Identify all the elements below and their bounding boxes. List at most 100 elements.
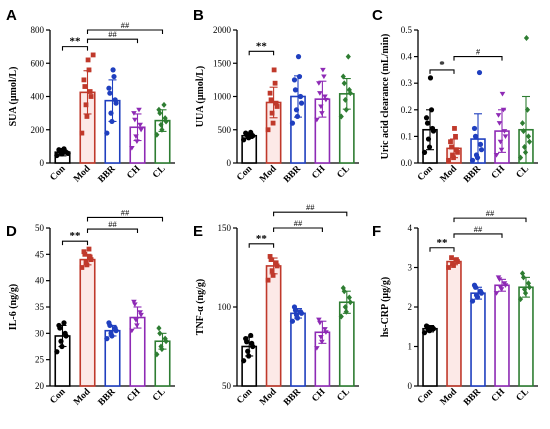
data-point (343, 106, 349, 113)
significance-bracket (61, 240, 89, 246)
data-point (270, 273, 276, 278)
data-point (162, 335, 168, 342)
data-point (291, 304, 298, 310)
y-axis-label: IL-6 (ng/g) (8, 284, 19, 330)
y-tick-label: 1 (408, 342, 413, 352)
y-tick-label: 3 (408, 263, 413, 273)
significance-label: * (439, 59, 445, 71)
y-tick-label: 4 (408, 223, 413, 233)
data-point (502, 134, 509, 139)
y-tick-label: 0 (227, 158, 232, 168)
significance-label: ** (256, 233, 268, 245)
significance-label: ## (121, 207, 130, 217)
data-point (269, 110, 275, 116)
data-point (519, 270, 526, 277)
data-point (86, 246, 92, 252)
data-point (428, 107, 435, 113)
data-point (523, 34, 530, 41)
y-axis-label: UUA (μmol/L) (195, 66, 206, 128)
data-point (346, 86, 352, 93)
data-point (521, 286, 528, 293)
significance-label: ## (108, 219, 117, 229)
significance-bracket (86, 228, 139, 234)
data-point (85, 57, 91, 63)
data-point (497, 285, 504, 290)
data-point (137, 122, 143, 128)
y-tick-label: 100 (218, 302, 232, 312)
data-point (267, 90, 273, 96)
data-point (267, 254, 273, 259)
y-tick-label: 40 (35, 276, 45, 286)
data-point (241, 137, 247, 143)
data-point (268, 257, 274, 262)
data-point (429, 125, 436, 132)
y-axis-label: SUA (μmol/L) (8, 67, 19, 127)
data-point (158, 121, 164, 128)
data-point (136, 107, 142, 113)
data-point (525, 280, 532, 287)
data-point (495, 275, 502, 280)
data-point (273, 260, 279, 266)
category-label: Con (416, 387, 436, 407)
data-point (318, 335, 324, 340)
y-tick-label: 0.5 (401, 25, 413, 35)
data-point (477, 288, 484, 294)
significance-bracket (453, 233, 503, 238)
data-point (521, 144, 528, 151)
category-label: Mod (72, 164, 93, 185)
category-label: CL (515, 387, 531, 403)
data-point (56, 322, 62, 329)
data-point (446, 157, 451, 163)
data-point (82, 251, 88, 257)
data-point (451, 155, 456, 161)
data-point (108, 110, 114, 116)
data-point (525, 133, 532, 140)
category-label: CH (125, 387, 143, 405)
data-point (526, 284, 533, 291)
data-point (158, 343, 164, 350)
bar (446, 260, 462, 387)
bar (470, 292, 486, 387)
data-point (84, 262, 90, 268)
data-point (321, 74, 327, 80)
category-label: CL (336, 164, 352, 180)
data-point (88, 257, 94, 262)
data-point (498, 147, 505, 153)
data-point (524, 106, 531, 113)
panel-letter: B (193, 7, 204, 24)
significance-label: ## (294, 218, 303, 228)
data-point (292, 87, 299, 93)
data-point (342, 96, 348, 103)
significance-bracket (453, 56, 503, 61)
data-point (452, 126, 457, 131)
data-point (245, 348, 251, 354)
data-point (338, 313, 344, 320)
data-point (248, 129, 254, 136)
y-tick-label: 0 (40, 158, 45, 168)
data-point (522, 149, 529, 156)
category-label: Con (49, 164, 69, 184)
data-point (316, 317, 322, 323)
data-point (471, 125, 478, 132)
data-point (241, 358, 247, 364)
data-point (84, 114, 90, 119)
data-point (493, 153, 500, 158)
data-point (54, 349, 60, 355)
data-point (161, 101, 167, 108)
data-point (471, 282, 478, 288)
data-point (289, 318, 296, 324)
data-point (478, 147, 485, 153)
y-tick-label: 35 (35, 302, 45, 312)
data-point (472, 133, 479, 139)
data-point (270, 120, 276, 126)
data-point (517, 154, 524, 161)
panel-a: A 0 200 400 600 800 SUA (μmol/L) Con Mod BBR CH CL *… (6, 7, 175, 185)
category-label: CH (310, 387, 328, 405)
data-point (421, 149, 428, 155)
data-point (293, 312, 300, 318)
y-tick-label: 50 (222, 381, 232, 391)
data-point (265, 127, 271, 133)
data-point (54, 152, 60, 159)
data-point (473, 292, 480, 298)
data-point (520, 128, 527, 135)
